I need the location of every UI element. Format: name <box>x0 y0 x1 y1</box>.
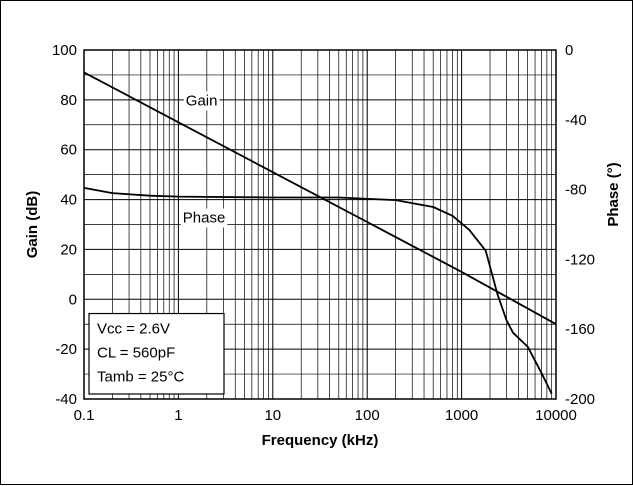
y2-tick-label: -40 <box>565 112 587 129</box>
y2-tick-label: -160 <box>565 321 595 338</box>
x-tick-label: 100 <box>355 407 380 424</box>
y-tick-label: 60 <box>60 142 77 159</box>
y-tick-label: 80 <box>60 92 77 109</box>
y-tick-labels: 100 80 60 40 20 0 -20 -40 <box>52 42 77 408</box>
conditions-box: Vcc = 2.6V CL = 560pF Tamb = 25°C <box>88 312 225 395</box>
y-tick-label: 20 <box>60 241 77 258</box>
y-tick-label: 100 <box>52 42 77 59</box>
condition-vcc: Vcc = 2.6V <box>97 321 170 338</box>
y2-tick-label: -80 <box>565 182 587 199</box>
y-axis-title: Gain (dB) <box>24 191 41 259</box>
condition-cl: CL = 560pF <box>97 345 175 362</box>
condition-tamb: Tamb = 25°C <box>97 369 184 386</box>
label-backdrop <box>183 91 220 111</box>
y-tick-label: -20 <box>55 341 77 358</box>
series-layer <box>83 71 557 395</box>
label-backdrop <box>180 208 228 228</box>
x-tick-label: 10 <box>264 407 281 424</box>
gain-series-label: Gain <box>186 92 218 109</box>
x-tick-label: 0.1 <box>74 407 95 424</box>
x-tick-label: 1000 <box>445 407 478 424</box>
phase-series-label: Phase <box>183 210 226 227</box>
y2-tick-label: -200 <box>565 391 595 408</box>
x-tick-label: 1 <box>174 407 182 424</box>
y2-axis-title: Phase (°) <box>605 162 622 226</box>
phase-series-line <box>83 187 553 395</box>
y-tick-label: 0 <box>69 291 77 308</box>
plot-area-border <box>83 49 557 400</box>
y2-tick-labels: 0 -40 -80 -120 -160 -200 <box>565 42 595 408</box>
gain-series-line <box>83 71 557 325</box>
y-tick-label: -40 <box>55 391 77 408</box>
x-tick-label: 10000 <box>535 407 577 424</box>
x-axis-title: Frequency (kHz) <box>262 432 379 449</box>
y2-tick-label: 0 <box>565 42 573 59</box>
x-tick-labels: 0.1 1 10 100 1000 10000 <box>74 407 577 424</box>
y-tick-label: 40 <box>60 192 77 209</box>
minor-grid <box>84 50 556 399</box>
y2-tick-label: -120 <box>565 251 595 268</box>
